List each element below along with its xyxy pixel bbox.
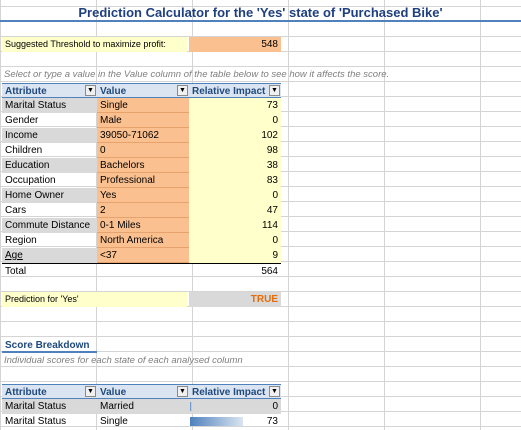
filter-dropdown-icon[interactable]: ▼ (177, 386, 188, 397)
filter-dropdown-icon[interactable]: ▼ (177, 85, 188, 96)
page-title: Prediction Calculator for the 'Yes' stat… (0, 4, 521, 22)
breakdown-impact-cell: 0 (189, 399, 281, 414)
total-label: Total (2, 263, 97, 278)
impact-column-header[interactable]: Relative Impact ▼ (189, 83, 281, 98)
breakdown-impact-value: 0 (272, 401, 278, 412)
attribute-column-header[interactable]: Attribute ▼ (2, 83, 97, 98)
attribute-cell: Cars (5, 205, 27, 216)
impact-cell: 114 (189, 218, 281, 233)
impact-header-label: Relative Impact (192, 86, 266, 97)
attribute-cell: Occupation (5, 175, 56, 186)
breakdown-impact-header-label: Relative Impact (192, 387, 266, 398)
attribute-cell: Marital Status (2, 98, 97, 113)
attribute-cell: Income (2, 128, 97, 143)
impact-cell: 102 (189, 128, 281, 143)
score-breakdown-subtitle: Individual scores for each state of each… (4, 355, 243, 366)
attribute-header-label: Attribute (5, 86, 47, 97)
value-cell[interactable]: 0-1 Miles (97, 218, 189, 233)
threshold-value[interactable]: 548 (189, 37, 281, 52)
attribute-cell: Region (5, 235, 37, 246)
breakdown-attribute-cell: Marital Status (5, 416, 67, 427)
breakdown-value-cell: Married (97, 399, 189, 414)
threshold-label: Suggested Threshold to maximize profit: (2, 37, 187, 52)
instruction-note: Select or type a value in the Value colu… (4, 69, 390, 80)
value-header-label: Value (100, 86, 127, 97)
impact-cell: 0 (189, 233, 281, 248)
attribute-cell: Age (2, 248, 97, 263)
impact-cell: 73 (189, 98, 281, 113)
breakdown-attribute-header-label: Attribute (5, 387, 47, 398)
attribute-cell: Home Owner (2, 188, 97, 203)
filter-dropdown-icon[interactable]: ▼ (269, 386, 280, 397)
impact-cell: 0 (189, 188, 281, 203)
breakdown-value-header-label: Value (100, 387, 127, 398)
filter-dropdown-icon[interactable]: ▼ (269, 85, 280, 96)
impact-cell: 98 (189, 143, 281, 158)
impact-cell: 38 (189, 158, 281, 173)
value-cell[interactable]: 2 (97, 203, 189, 218)
prediction-value: TRUE (189, 292, 281, 307)
impact-cell: 0 (189, 113, 281, 128)
value-column-header[interactable]: Value ▼ (97, 83, 189, 98)
impact-data-bar (190, 402, 192, 411)
impact-cell: 9 (189, 248, 281, 263)
value-cell[interactable]: Professional (97, 173, 189, 188)
breakdown-value-cell: Single (100, 416, 128, 427)
value-cell[interactable]: Single (97, 98, 189, 113)
breakdown-attribute-cell: Marital Status (2, 399, 97, 414)
value-cell[interactable]: Bachelors (97, 158, 189, 173)
impact-cell: 83 (189, 173, 281, 188)
attribute-cell: Gender (5, 115, 39, 126)
attribute-cell: Education (2, 158, 97, 173)
breakdown-value-header[interactable]: Value ▼ (97, 384, 189, 399)
total-value: 564 (189, 263, 281, 278)
filter-dropdown-icon[interactable]: ▼ (85, 386, 96, 397)
value-cell[interactable]: Yes (97, 188, 189, 203)
value-cell[interactable]: 0 (97, 143, 189, 158)
value-cell[interactable]: 39050-71062 (97, 128, 189, 143)
attribute-cell: Children (5, 145, 43, 156)
value-cell[interactable]: North America (97, 233, 189, 248)
attribute-cell: Commute Distance (2, 218, 97, 233)
impact-data-bar (190, 417, 243, 426)
breakdown-impact-header[interactable]: Relative Impact ▼ (189, 384, 281, 399)
value-cell[interactable]: <37 (97, 248, 189, 263)
prediction-label: Prediction for 'Yes' (2, 292, 187, 307)
total-spacer (97, 263, 189, 278)
breakdown-impact-cell: 73 (189, 414, 281, 429)
breakdown-attribute-header[interactable]: Attribute ▼ (2, 384, 97, 399)
value-cell[interactable]: Male (97, 113, 189, 128)
impact-cell: 47 (189, 203, 281, 218)
score-breakdown-title: Score Breakdown (2, 338, 97, 353)
filter-dropdown-icon[interactable]: ▼ (85, 85, 96, 96)
breakdown-impact-value: 73 (266, 416, 278, 427)
